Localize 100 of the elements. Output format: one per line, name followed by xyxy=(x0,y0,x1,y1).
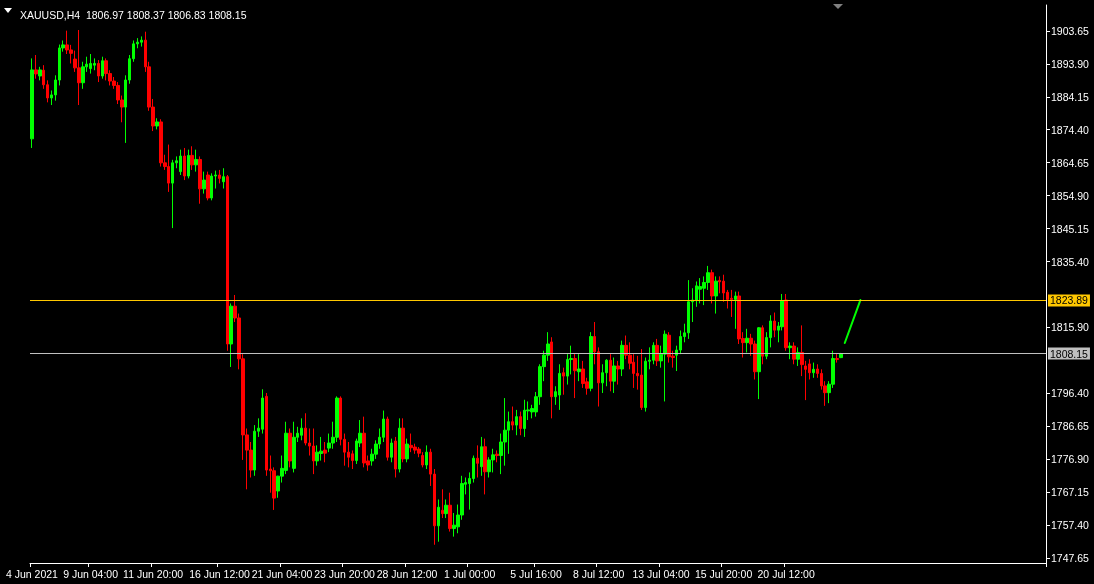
candlestick xyxy=(788,341,792,360)
candlestick xyxy=(171,159,174,229)
candlestick xyxy=(179,149,182,176)
candlestick xyxy=(745,328,749,353)
candlestick xyxy=(480,436,483,477)
candlestick xyxy=(93,57,96,71)
candlestick xyxy=(550,336,553,419)
candlestick xyxy=(104,57,108,81)
candlestick xyxy=(601,363,604,394)
y-tick-label: 1835.40 xyxy=(1051,255,1090,268)
candlestick xyxy=(206,171,210,201)
candlestick xyxy=(38,66,42,81)
candlestick xyxy=(495,449,499,463)
y-tick-label: 1884.15 xyxy=(1051,90,1090,103)
chart-title: XAUUSD,H4 1806.97 1808.37 1806.83 1808.15 xyxy=(20,8,247,21)
candlestick xyxy=(761,324,764,365)
candlestick xyxy=(226,174,229,352)
candlestick xyxy=(198,155,202,205)
candlestick xyxy=(401,417,405,463)
candlestick xyxy=(194,149,198,173)
candlestick xyxy=(652,341,655,365)
candlestick xyxy=(319,436,323,462)
candlestick xyxy=(620,340,624,377)
candlestick xyxy=(734,291,737,330)
candlestick xyxy=(515,409,518,436)
candlestick xyxy=(796,346,800,367)
candlestick xyxy=(714,275,718,315)
candlestick xyxy=(159,118,163,168)
candlestick xyxy=(476,444,479,478)
x-tick-label: 9 Jun 04:00 xyxy=(63,567,119,580)
x-tick-label: 28 Jun 12:00 xyxy=(376,567,438,580)
candlestick xyxy=(491,448,495,473)
candlestick xyxy=(757,326,761,400)
y-tick-label: 1864.65 xyxy=(1051,156,1090,169)
candlestick xyxy=(444,498,448,519)
candlestick xyxy=(784,293,788,352)
candlestick xyxy=(573,353,577,399)
x-tick-label: 5 Jul 16:00 xyxy=(510,567,562,580)
candlestick xyxy=(101,56,104,80)
candlestick xyxy=(394,436,397,478)
candlestick xyxy=(523,399,526,438)
candlestick xyxy=(292,421,296,473)
candlestick xyxy=(663,329,667,402)
x-tick-label: 20 Jul 12:00 xyxy=(757,567,815,580)
x-tick-label: 11 Jun 20:00 xyxy=(123,567,184,580)
candlestick xyxy=(398,417,401,473)
candlestick xyxy=(421,451,424,468)
candlestick xyxy=(409,433,413,453)
candlestick xyxy=(30,57,34,149)
candlestick xyxy=(425,444,428,470)
candlestick xyxy=(558,363,561,411)
candlestick xyxy=(698,277,702,304)
candlestick xyxy=(511,406,514,431)
candlestick xyxy=(687,279,690,340)
candlestick xyxy=(655,338,659,367)
candlestick xyxy=(667,331,671,364)
candlestick xyxy=(405,438,409,463)
candlestick xyxy=(77,29,81,106)
candlestick xyxy=(441,488,444,519)
y-tick-label: 1757.40 xyxy=(1051,519,1090,532)
y-tick-label: 1796.40 xyxy=(1051,387,1090,400)
y-tick-label: 1874.40 xyxy=(1051,123,1090,136)
y-tick-label: 1786.65 xyxy=(1051,420,1090,433)
x-tick-label: 8 Jul 12:00 xyxy=(572,567,625,580)
ref-line-label: 1823.89 xyxy=(1050,294,1089,307)
candlestick xyxy=(562,367,565,396)
candlestick xyxy=(300,417,303,441)
candlestick xyxy=(222,167,225,190)
candlestick xyxy=(773,312,776,338)
candlestick xyxy=(519,411,522,436)
candlestick xyxy=(730,289,733,318)
y-tick-label: 1893.90 xyxy=(1051,57,1090,70)
candlestick xyxy=(609,353,612,392)
x-tick-label: 1 Jul 00:00 xyxy=(443,567,496,580)
candlestick xyxy=(612,357,616,394)
candlestick xyxy=(616,360,620,386)
candlestick xyxy=(229,302,233,368)
candlestick xyxy=(437,498,440,543)
candlestick xyxy=(190,145,194,171)
x-tick-label: 4 Jun 2021 xyxy=(5,567,59,580)
candlestick xyxy=(261,388,264,435)
y-tick-label: 1776.90 xyxy=(1051,453,1090,466)
x-tick-label: 16 Jun 12:00 xyxy=(189,567,251,580)
candlestick xyxy=(312,427,315,475)
candlestick xyxy=(390,438,393,463)
y-tick-label: 1903.65 xyxy=(1051,24,1090,37)
candlestick xyxy=(812,362,815,379)
candlestick xyxy=(288,427,292,468)
candlestick xyxy=(448,492,452,533)
candlestick xyxy=(89,53,92,75)
y-tick-label: 1747.65 xyxy=(1051,552,1090,565)
candlestick xyxy=(167,144,170,193)
ref-line-label: 1808.15 xyxy=(1050,347,1089,360)
candlestick xyxy=(589,331,593,392)
candlestick xyxy=(792,341,796,365)
y-tick-label: 1854.90 xyxy=(1051,189,1090,202)
candlestick xyxy=(97,59,100,83)
candlestick xyxy=(577,353,581,382)
y-tick-label: 1767.15 xyxy=(1051,486,1090,499)
y-tick-label: 1815.90 xyxy=(1051,321,1090,334)
